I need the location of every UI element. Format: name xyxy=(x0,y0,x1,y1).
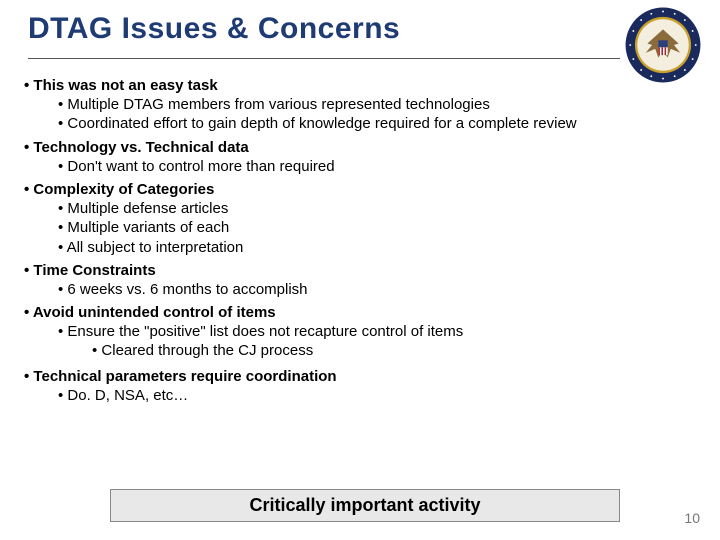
bullet-l1: Technical parameters require coordinatio… xyxy=(24,367,696,386)
bullet-l2: Ensure the "positive" list does not reca… xyxy=(58,322,696,341)
bullet-l2: Multiple defense articles xyxy=(58,199,696,218)
bullet-l2: 6 weeks vs. 6 months to accomplish xyxy=(58,280,696,299)
bullet-l2: Don't want to control more than required xyxy=(58,157,696,176)
page-number: 10 xyxy=(684,510,700,526)
bullet-l2: Coordinated effort to gain depth of know… xyxy=(58,114,696,133)
bullet-l2: Multiple DTAG members from various repre… xyxy=(58,95,696,114)
bullet-l1: This was not an easy task xyxy=(24,76,696,95)
bullet-l1: Avoid unintended control of items xyxy=(24,303,696,322)
callout-text: Critically important activity xyxy=(110,489,620,522)
bullet-l3: Cleared through the CJ process xyxy=(92,341,696,360)
callout-box: Critically important activity xyxy=(110,489,620,522)
bullet-l2: All subject to interpretation xyxy=(58,238,696,257)
bullet-content: This was not an easy task Multiple DTAG … xyxy=(24,72,696,405)
bullet-l1: Time Constraints xyxy=(24,261,696,280)
bullet-l1: Complexity of Categories xyxy=(24,180,696,199)
bullet-l2: Do. D, NSA, etc… xyxy=(58,386,696,405)
slide-title: DTAG Issues & Concerns xyxy=(28,12,400,46)
bullet-l2: Multiple variants of each xyxy=(58,218,696,237)
title-rule xyxy=(28,58,620,59)
slide: DTAG Issues & Concerns xyxy=(0,0,720,540)
bullet-l1: Technology vs. Technical data xyxy=(24,138,696,157)
